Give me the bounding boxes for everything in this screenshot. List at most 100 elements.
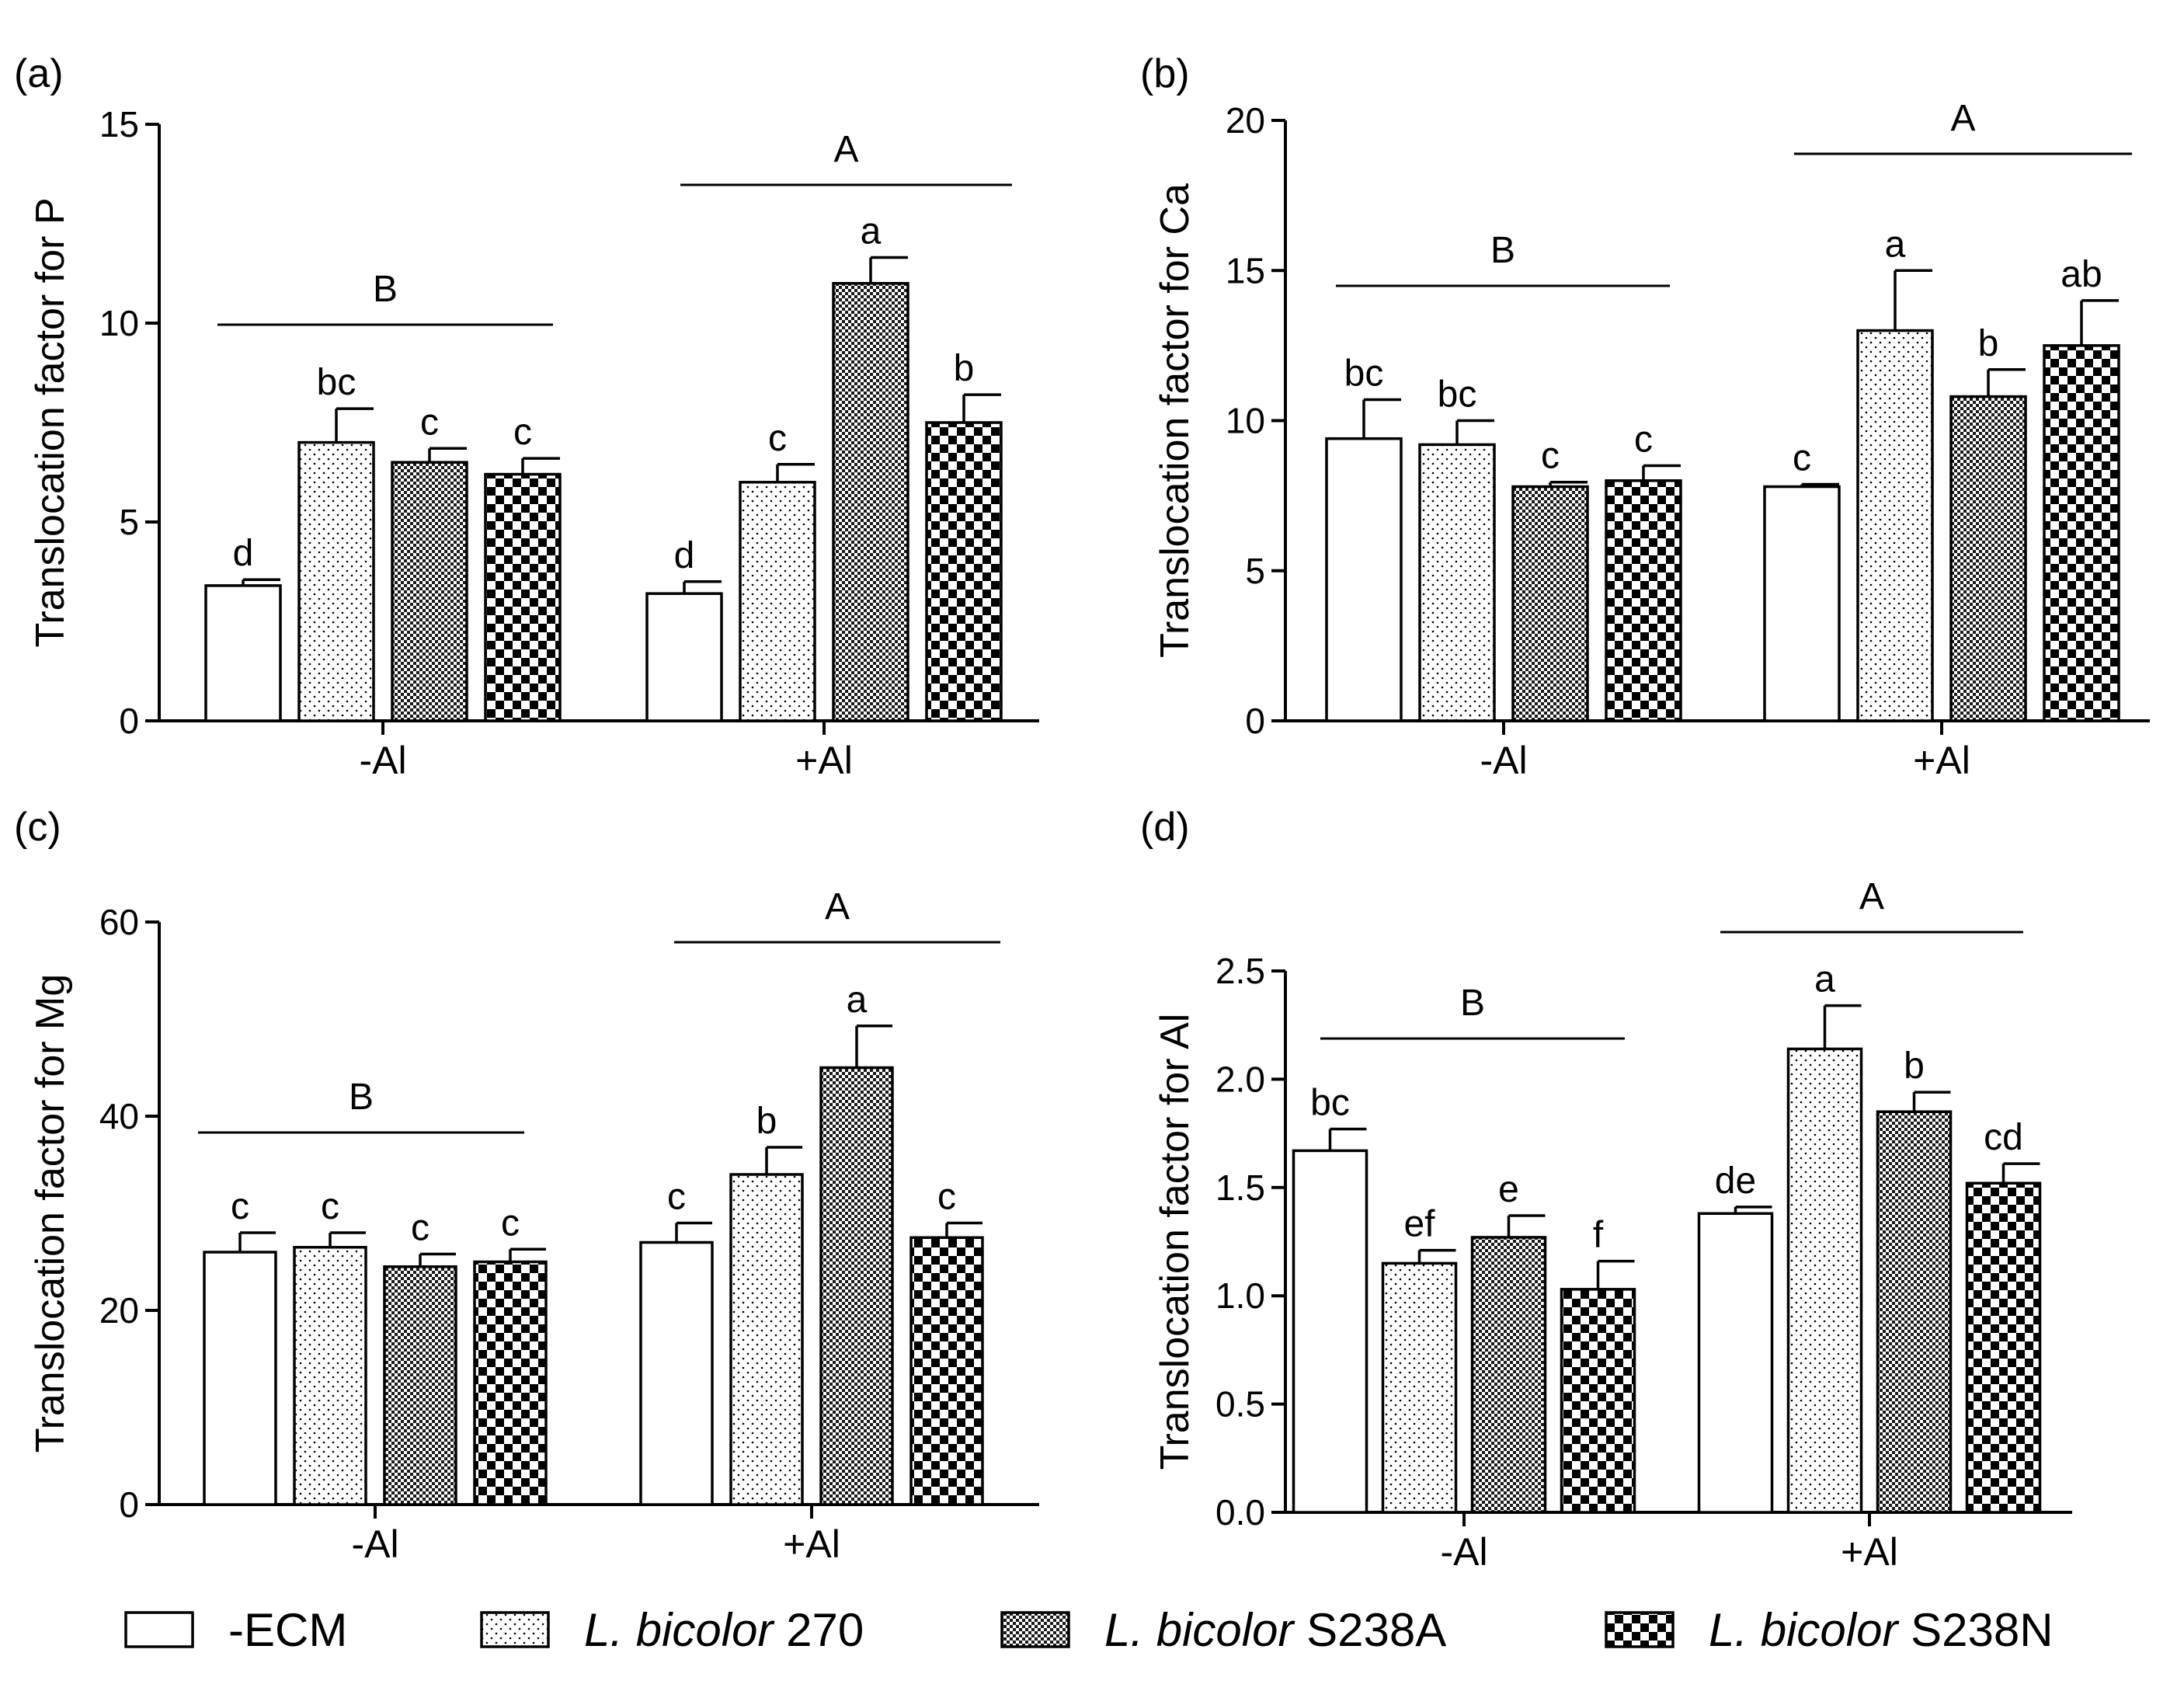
bar [484, 472, 562, 722]
chart-panel-b: (b) 0 5 10 15 20 Translocation factor for Ca -A… [1140, 51, 2150, 782]
y-tick-label: 0.0 [1215, 1492, 1265, 1533]
panel-label: (b) [1140, 51, 1190, 96]
legend-swatch [480, 1611, 550, 1648]
y-tick-label: 1.5 [1215, 1167, 1265, 1208]
bar [383, 1265, 457, 1506]
bar [1325, 437, 1403, 722]
legend-swatch [1000, 1611, 1070, 1648]
panel-label: (d) [1140, 805, 1190, 850]
bar [1876, 1110, 1953, 1514]
y-tick-label: 15 [99, 104, 139, 144]
bar [1470, 1236, 1547, 1514]
data-label: c [513, 412, 532, 453]
legend-label: L. bicolor S238A [1104, 1604, 1446, 1656]
y-tick-label: 2.0 [1215, 1059, 1265, 1099]
bar [819, 1066, 894, 1506]
y-tick-label: 15 [1226, 250, 1265, 291]
x-tick-label: -Al [1440, 1530, 1487, 1574]
data-label: c [231, 1186, 249, 1227]
chart-panel-d: (d) 0.0 0.5 1.0 1.5 2.0 2.5 Translocation facto… [1140, 805, 2072, 1574]
chart-panel-a: (a) 0 5 10 15 Translocation factor for P -Al Bd… [14, 51, 1039, 782]
legend-item: L. bicolor S238A [1000, 1604, 1446, 1656]
y-tick-label: 60 [99, 902, 139, 942]
legend-label: -ECM [228, 1604, 347, 1656]
data-label: f [1593, 1215, 1604, 1256]
data-label: c [768, 418, 787, 459]
legend-item: L. bicolor S238N [1605, 1604, 2054, 1656]
bar [1856, 329, 1934, 722]
y-tick-label: 20 [1226, 100, 1265, 141]
bar [832, 282, 909, 722]
y-tick-label: 40 [99, 1096, 139, 1136]
chart-panel-c: (c) 0 20 40 60 Translocation factor for Mg -Al… [14, 805, 1039, 1566]
bar [473, 1260, 548, 1506]
data-label: c [1634, 419, 1653, 460]
y-tick-label: 20 [99, 1290, 139, 1331]
bar [909, 1236, 984, 1506]
legend-item: L. bicolor 270 [480, 1604, 864, 1656]
y-axis-title: Translocation factor for Mg [28, 974, 73, 1453]
data-label: bc [317, 362, 356, 403]
data-label: c [1541, 436, 1560, 477]
data-label: c [667, 1177, 686, 1218]
data-label: a [1814, 959, 1835, 1000]
data-label: bc [1344, 353, 1384, 394]
y-tick-label: 2.5 [1215, 951, 1265, 991]
x-tick-label: -Al [351, 1522, 398, 1566]
data-label: c [1793, 437, 1811, 478]
data-label: a [1885, 224, 1906, 265]
y-tick-label: 0 [119, 1484, 139, 1525]
bar [297, 440, 375, 722]
bar [1763, 485, 1841, 722]
data-label: d [233, 533, 254, 574]
data-label: ab [2061, 254, 2102, 295]
bar [739, 481, 816, 722]
legend-label: L. bicolor 270 [584, 1604, 864, 1656]
y-axis-title: Translocation factor for Ca [1153, 183, 1198, 658]
group-significance-letter: B [1460, 983, 1485, 1024]
x-tick-label: +Al [783, 1522, 840, 1566]
x-tick-label: +Al [795, 739, 853, 782]
group-significance-letter: A [833, 129, 858, 170]
legend-item: -ECM [124, 1604, 347, 1656]
group-significance-letter: B [373, 269, 398, 310]
bar [1381, 1261, 1458, 1514]
bar [729, 1173, 804, 1506]
legend-swatch [1605, 1611, 1675, 1648]
y-tick-label: 5 [1245, 551, 1265, 591]
data-label: e [1498, 1169, 1519, 1210]
bar [1511, 485, 1589, 722]
data-label: a [861, 211, 882, 252]
bar [1965, 1181, 2042, 1514]
legend: -ECM L. bicolor 270 L. bicolor S238A L. bic… [124, 1604, 2054, 1656]
y-tick-label: 0.5 [1215, 1384, 1265, 1425]
bar [1605, 479, 1682, 722]
bar [639, 1240, 714, 1506]
data-label: de [1715, 1160, 1756, 1202]
chart-panels: (a) 0 5 10 15 Translocation factor for P -Al Bd… [14, 51, 2150, 1574]
bar [1560, 1288, 1636, 1514]
data-label: c [501, 1202, 520, 1244]
x-tick-label: -Al [1480, 739, 1527, 782]
bar [1786, 1047, 1863, 1514]
y-axis-title: Translocation factor for P [28, 198, 73, 648]
bar [925, 421, 1003, 722]
data-label: b [756, 1101, 777, 1142]
bar [645, 592, 723, 722]
data-label: b [954, 348, 975, 389]
y-tick-label: 5 [119, 502, 139, 542]
data-label: c [420, 402, 439, 443]
data-label: b [1904, 1046, 1925, 1087]
group-significance-letter: B [349, 1077, 374, 1118]
panel-label: (c) [14, 805, 61, 850]
group-significance-letter: A [1950, 98, 1975, 139]
bar [1949, 395, 2027, 722]
legend-swatch [124, 1611, 194, 1648]
data-label: c [411, 1208, 429, 1249]
data-label: b [1978, 323, 1999, 364]
bar [293, 1246, 367, 1506]
y-tick-label: 0 [119, 701, 139, 741]
group-significance-letter: B [1490, 230, 1515, 271]
x-tick-label: -Al [359, 739, 406, 782]
x-tick-label: +Al [1913, 739, 1970, 782]
